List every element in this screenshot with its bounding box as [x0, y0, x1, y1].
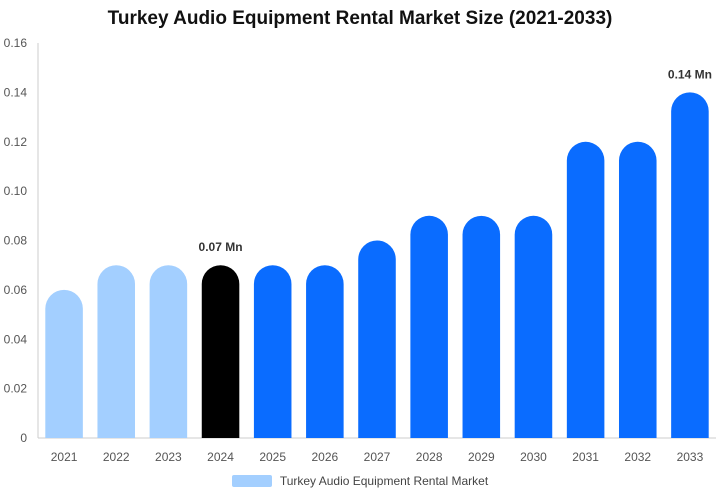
legend: Turkey Audio Equipment Rental Market	[0, 474, 720, 488]
x-tick-label: 2028	[416, 450, 443, 464]
legend-swatch	[231, 475, 272, 487]
y-tick-label: 0.14	[4, 85, 28, 99]
legend-label: Turkey Audio Equipment Rental Market	[279, 474, 489, 488]
x-tick-label: 2021	[51, 450, 78, 464]
y-tick-label: 0.12	[4, 135, 28, 149]
y-tick-label: 0.02	[4, 382, 28, 396]
bar-2023	[149, 265, 188, 438]
y-tick-label: 0.10	[4, 184, 28, 198]
x-tick-label: 2024	[207, 450, 234, 464]
y-tick-label: 0.08	[4, 234, 28, 248]
bar-2030	[514, 215, 553, 438]
x-tick-label: 2025	[259, 450, 286, 464]
x-tick-label: 2023	[155, 450, 182, 464]
x-tick-label: 2022	[103, 450, 130, 464]
bar-2031	[566, 141, 605, 438]
bar-2028	[410, 215, 448, 438]
data-label: 0.07 Mn	[199, 240, 243, 254]
bar-2021	[45, 289, 83, 438]
x-tick-label: 2031	[572, 450, 599, 464]
bar-2024	[201, 265, 240, 438]
y-tick-label: 0.06	[4, 283, 28, 297]
x-tick-label: 2029	[468, 450, 495, 464]
bar-2033	[671, 92, 709, 438]
x-tick-label: 2032	[624, 450, 651, 464]
bar-2027	[358, 240, 396, 438]
y-tick-label: 0.16	[4, 36, 28, 50]
bar-2022	[97, 265, 136, 438]
chart-title: Turkey Audio Equipment Rental Market Siz…	[107, 8, 613, 29]
bar-2032	[618, 141, 657, 438]
x-tick-label: 2027	[364, 450, 391, 464]
bar-2025	[253, 265, 292, 438]
x-tick-label: 2033	[677, 450, 704, 464]
bar-2029	[462, 215, 501, 438]
data-label: 0.14 Mn	[668, 67, 712, 81]
bar-2026	[306, 265, 344, 438]
y-tick-label: 0.04	[4, 332, 28, 346]
x-tick-label: 2030	[520, 450, 547, 464]
x-tick-label: 2026	[311, 450, 338, 464]
y-tick-label: 0	[20, 431, 27, 445]
